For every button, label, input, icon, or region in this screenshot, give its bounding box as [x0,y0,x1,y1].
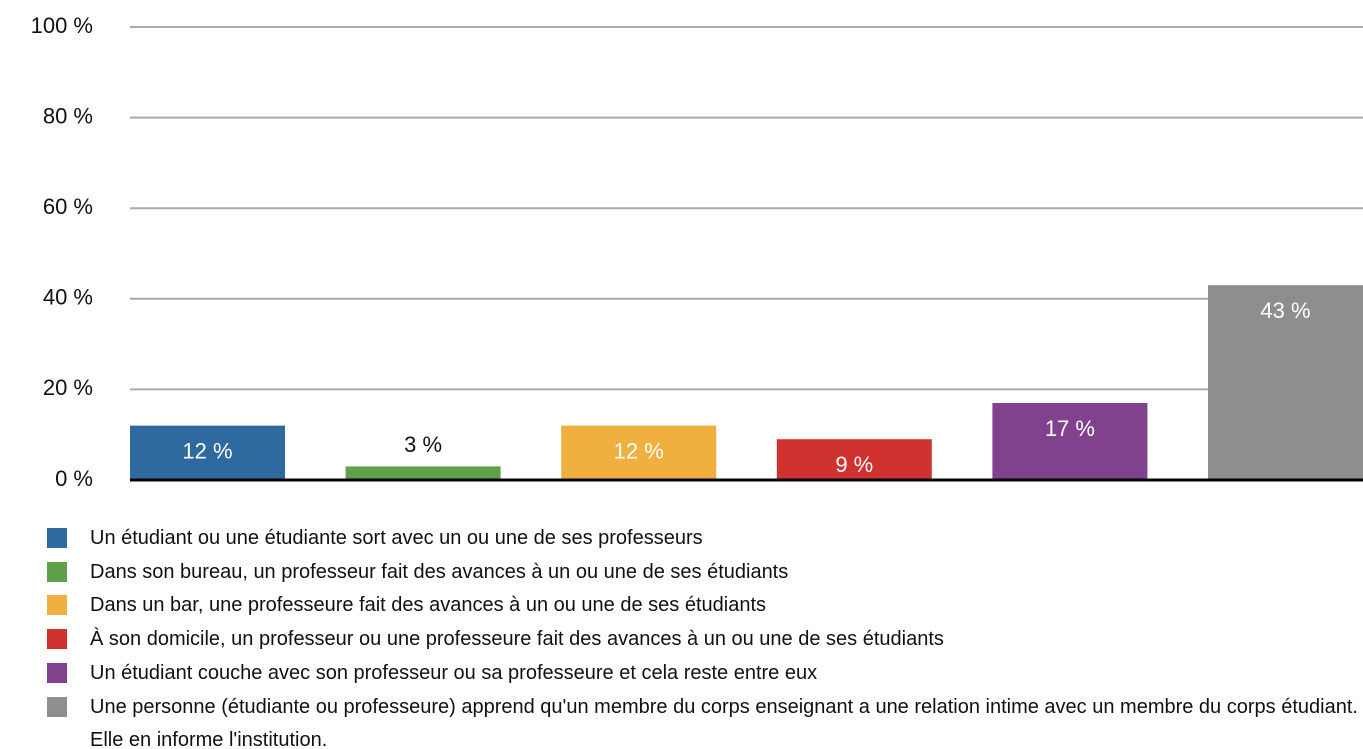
bar [1208,285,1363,480]
legend-item: Une personne (étudiante ou professeure) … [47,691,1363,749]
legend-swatch [47,662,67,683]
bar [130,425,285,480]
value-label: 9 % [835,452,873,477]
plot: 0 % 20 % 40 % 60 % 80 % 100 % 12 % 3 % 12 % 9 % 17… [31,13,1363,491]
legend-label: Dans un bar, une professeure fait des av… [90,594,767,617]
y-tick-label: 80 % [43,103,93,128]
y-tick-label: 0 % [55,466,93,491]
y-tick-label: 100 % [31,13,93,38]
legend-label: Un étudiant couche avec son professeur o… [90,661,818,684]
value-label: 43 % [1260,298,1310,323]
bar [345,466,501,480]
legend-item: À son domicile, un professeur ou une pro… [47,623,1363,657]
legend-item: Dans son bureau, un professeur fait des … [47,556,1363,590]
legend-swatch [47,629,67,650]
value-label: 12 % [614,438,664,463]
bar [776,439,932,480]
legend-swatch [47,595,67,616]
value-label: 12 % [182,438,232,463]
y-tick-label: 40 % [43,285,93,310]
y-tick-label: 60 % [43,194,93,219]
legend-label: Un étudiant ou une étudiante sort avec u… [90,527,703,549]
legend-label: Une personne (étudiante ou professeure) … [90,695,1358,749]
legend-item: Un étudiant ou une étudiante sort avec u… [47,522,1363,556]
value-label: 17 % [1045,416,1095,441]
bar [561,425,717,480]
legend-swatch [47,561,67,582]
legend-item: Dans un bar, une professeure fait des av… [47,589,1363,623]
legend-item: Un étudiant couche avec son professeur o… [47,657,1363,691]
y-tick-label: 20 % [43,375,93,400]
legend-swatch [47,696,67,717]
value-label: 3 % [404,432,442,457]
legend-label: À son domicile, un professeur ou une pro… [90,628,944,651]
bar [992,402,1148,480]
legend: Un étudiant ou une étudiante sort avec u… [47,522,1363,749]
legend-swatch [47,528,67,548]
legend-label: Dans son bureau, un professeur fait des … [90,560,789,583]
